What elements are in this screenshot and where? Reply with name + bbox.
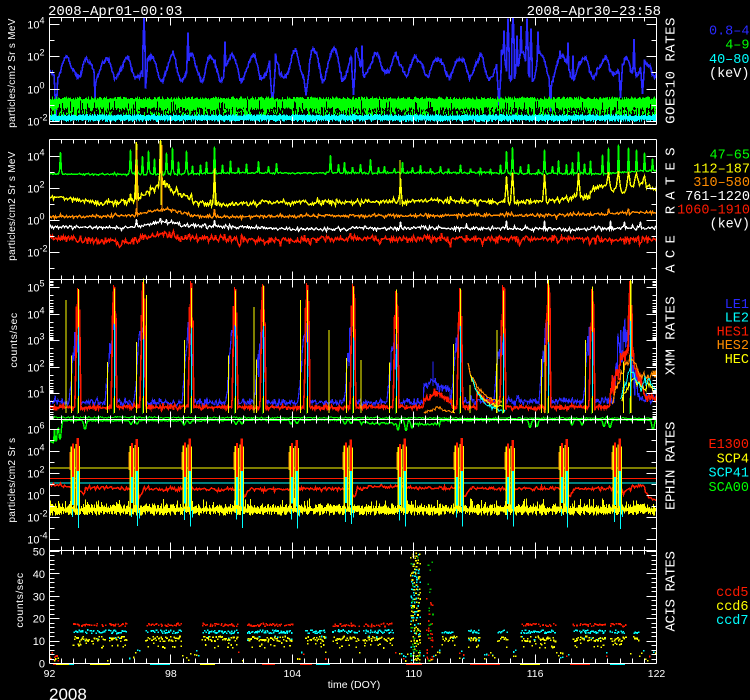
- svg-text:92: 92: [44, 668, 56, 680]
- svg-text:20: 20: [33, 614, 45, 626]
- svg-text:1060–1910: 1060–1910: [677, 204, 750, 219]
- svg-text:30: 30: [33, 591, 45, 603]
- svg-text:10: 10: [27, 20, 39, 32]
- svg-text:10: 10: [27, 85, 39, 97]
- svg-text:time (DOY): time (DOY): [328, 679, 381, 691]
- svg-text:10: 10: [27, 363, 39, 375]
- svg-text:ACIS RATES: ACIS RATES: [664, 551, 680, 631]
- svg-text:10: 10: [27, 152, 39, 164]
- svg-text:122: 122: [648, 668, 666, 680]
- svg-text:2008–Apr30–23:58: 2008–Apr30–23:58: [527, 4, 661, 20]
- svg-text:2: 2: [40, 48, 45, 58]
- svg-text:116: 116: [527, 668, 544, 680]
- svg-text:2008–Apr01–00:03: 2008–Apr01–00:03: [48, 4, 182, 20]
- svg-text:2: 2: [40, 180, 45, 190]
- svg-text:10: 10: [27, 336, 39, 348]
- svg-text:(keV): (keV): [709, 67, 750, 82]
- svg-text:50: 50: [33, 547, 45, 559]
- svg-text:10: 10: [27, 491, 39, 503]
- svg-text:5: 5: [40, 279, 45, 289]
- svg-text:110: 110: [405, 668, 422, 680]
- svg-text:112–187: 112–187: [693, 162, 750, 177]
- svg-text:40–80: 40–80: [709, 53, 750, 68]
- svg-text:10: 10: [27, 389, 39, 401]
- svg-text:particles/cm2 Sr s MeV: particles/cm2 Sr s MeV: [7, 151, 18, 260]
- svg-text:4: 4: [40, 148, 45, 158]
- svg-text:10: 10: [27, 52, 39, 64]
- svg-text:4: 4: [40, 443, 45, 453]
- svg-text:ACE RATES: ACE RATES: [664, 141, 680, 272]
- svg-text:-2: -2: [40, 509, 48, 519]
- svg-text:6: 6: [40, 421, 45, 431]
- svg-text:XMM RATES: XMM RATES: [664, 296, 680, 375]
- svg-text:0.8–4: 0.8–4: [709, 25, 750, 40]
- svg-text:E1300: E1300: [708, 438, 749, 453]
- svg-text:HES1: HES1: [717, 325, 749, 340]
- svg-text:0: 0: [39, 659, 45, 671]
- svg-text:4–9: 4–9: [725, 39, 749, 54]
- svg-text:counts/sec: counts/sec: [8, 312, 20, 367]
- svg-text:10: 10: [33, 636, 45, 648]
- svg-text:SCP4: SCP4: [717, 452, 749, 467]
- svg-text:SCA00: SCA00: [708, 481, 749, 496]
- svg-text:10: 10: [27, 513, 39, 525]
- svg-text:1: 1: [40, 385, 45, 395]
- svg-text:2: 2: [40, 465, 45, 475]
- svg-text:-2: -2: [40, 244, 48, 254]
- svg-text:98: 98: [165, 668, 177, 680]
- svg-text:HEC: HEC: [725, 353, 749, 368]
- svg-text:ccd5: ccd5: [716, 586, 748, 601]
- svg-text:0: 0: [40, 81, 45, 91]
- svg-text:4: 4: [40, 306, 45, 316]
- svg-text:10: 10: [27, 117, 39, 129]
- svg-text:SCP41: SCP41: [708, 467, 749, 482]
- svg-text:0: 0: [40, 212, 45, 222]
- svg-text:10: 10: [27, 184, 39, 196]
- svg-text:GOES10 RATES: GOES10 RATES: [664, 17, 680, 124]
- svg-text:particles/cm2 Sr s MeV: particles/cm2 Sr s MeV: [7, 18, 18, 127]
- svg-text:10: 10: [27, 283, 39, 295]
- svg-text:104: 104: [284, 668, 302, 680]
- svg-text:310–580: 310–580: [693, 176, 750, 191]
- svg-text:LE1: LE1: [725, 298, 749, 313]
- svg-text:2: 2: [40, 359, 45, 369]
- svg-text:47–65: 47–65: [709, 149, 750, 164]
- svg-text:10: 10: [27, 535, 39, 547]
- svg-text:LE2: LE2: [725, 312, 749, 327]
- svg-text:EPHIN RATES: EPHIN RATES: [664, 422, 680, 510]
- svg-text:10: 10: [27, 425, 39, 437]
- svg-text:ccd7: ccd7: [716, 614, 748, 629]
- svg-text:40: 40: [33, 569, 45, 581]
- svg-text:HES2: HES2: [717, 339, 749, 354]
- svg-text:-4: -4: [40, 531, 48, 541]
- svg-text:10: 10: [27, 447, 39, 459]
- svg-text:3: 3: [40, 332, 45, 342]
- svg-text:10: 10: [27, 469, 39, 481]
- svg-text:counts/sec: counts/sec: [14, 572, 26, 627]
- svg-text:4: 4: [40, 16, 45, 26]
- svg-text:10: 10: [27, 248, 39, 260]
- svg-text:10: 10: [27, 310, 39, 322]
- svg-text:particles/cm2 Sr s: particles/cm2 Sr s: [7, 438, 18, 523]
- svg-text:ccd6: ccd6: [716, 600, 748, 615]
- svg-text:-2: -2: [40, 113, 48, 123]
- svg-text:10: 10: [27, 216, 39, 228]
- svg-text:761–1220: 761–1220: [685, 190, 750, 205]
- svg-text:2008: 2008: [49, 685, 87, 700]
- svg-text:0: 0: [40, 487, 45, 497]
- svg-text:(keV): (keV): [709, 218, 750, 233]
